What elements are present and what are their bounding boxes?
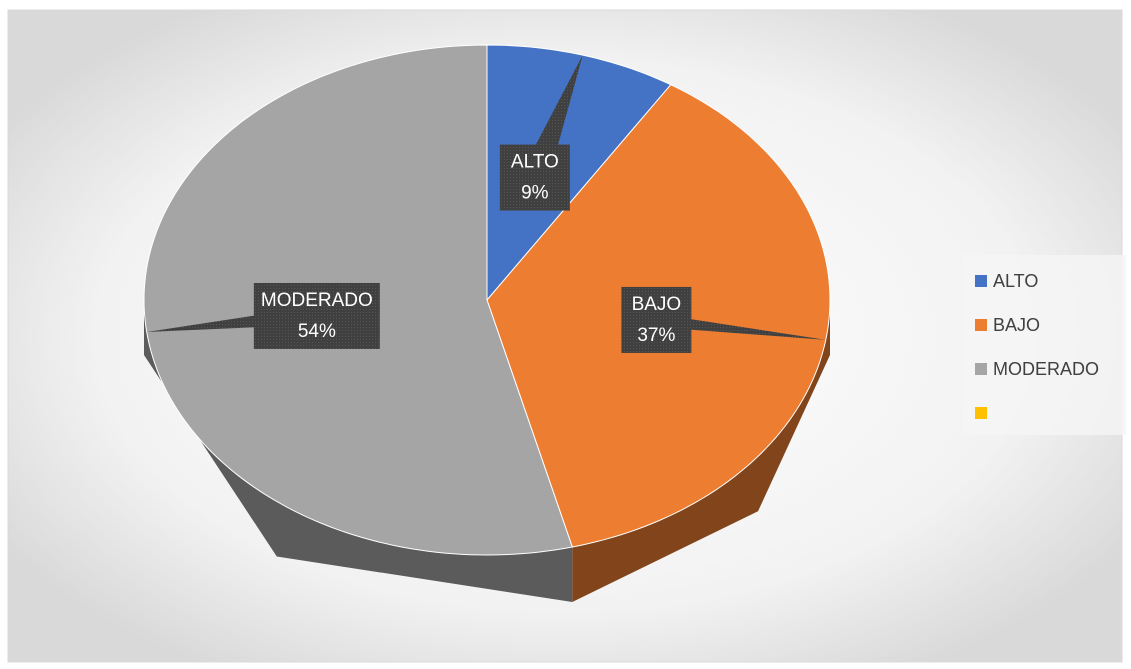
legend-box (962, 255, 1126, 435)
legend-swatch (975, 407, 987, 419)
label-box (499, 144, 570, 211)
label-value: 54% (298, 321, 336, 342)
label-category: ALTO (511, 152, 559, 173)
label-box (253, 282, 380, 349)
label-category: MODERADO (261, 290, 373, 311)
slice (486, 44, 672, 302)
legend: ALTO BAJO MODERADO (975, 271, 1099, 419)
label-value: 37% (637, 325, 675, 346)
label-category: BAJO (632, 294, 682, 315)
legend-label: BAJO (993, 315, 1040, 335)
slice-side (572, 300, 830, 602)
legend-label: ALTO (993, 271, 1038, 291)
legend-swatch (975, 363, 987, 375)
slice-side (144, 300, 573, 602)
legend-label: MODERADO (993, 359, 1099, 379)
label-value: 9% (521, 183, 549, 204)
label-box (621, 286, 692, 353)
legend-swatch (975, 319, 987, 331)
legend-swatch (975, 275, 987, 287)
data-labels: ALTO 9% BAJO 37% MODERADO 54% (146, 55, 826, 353)
